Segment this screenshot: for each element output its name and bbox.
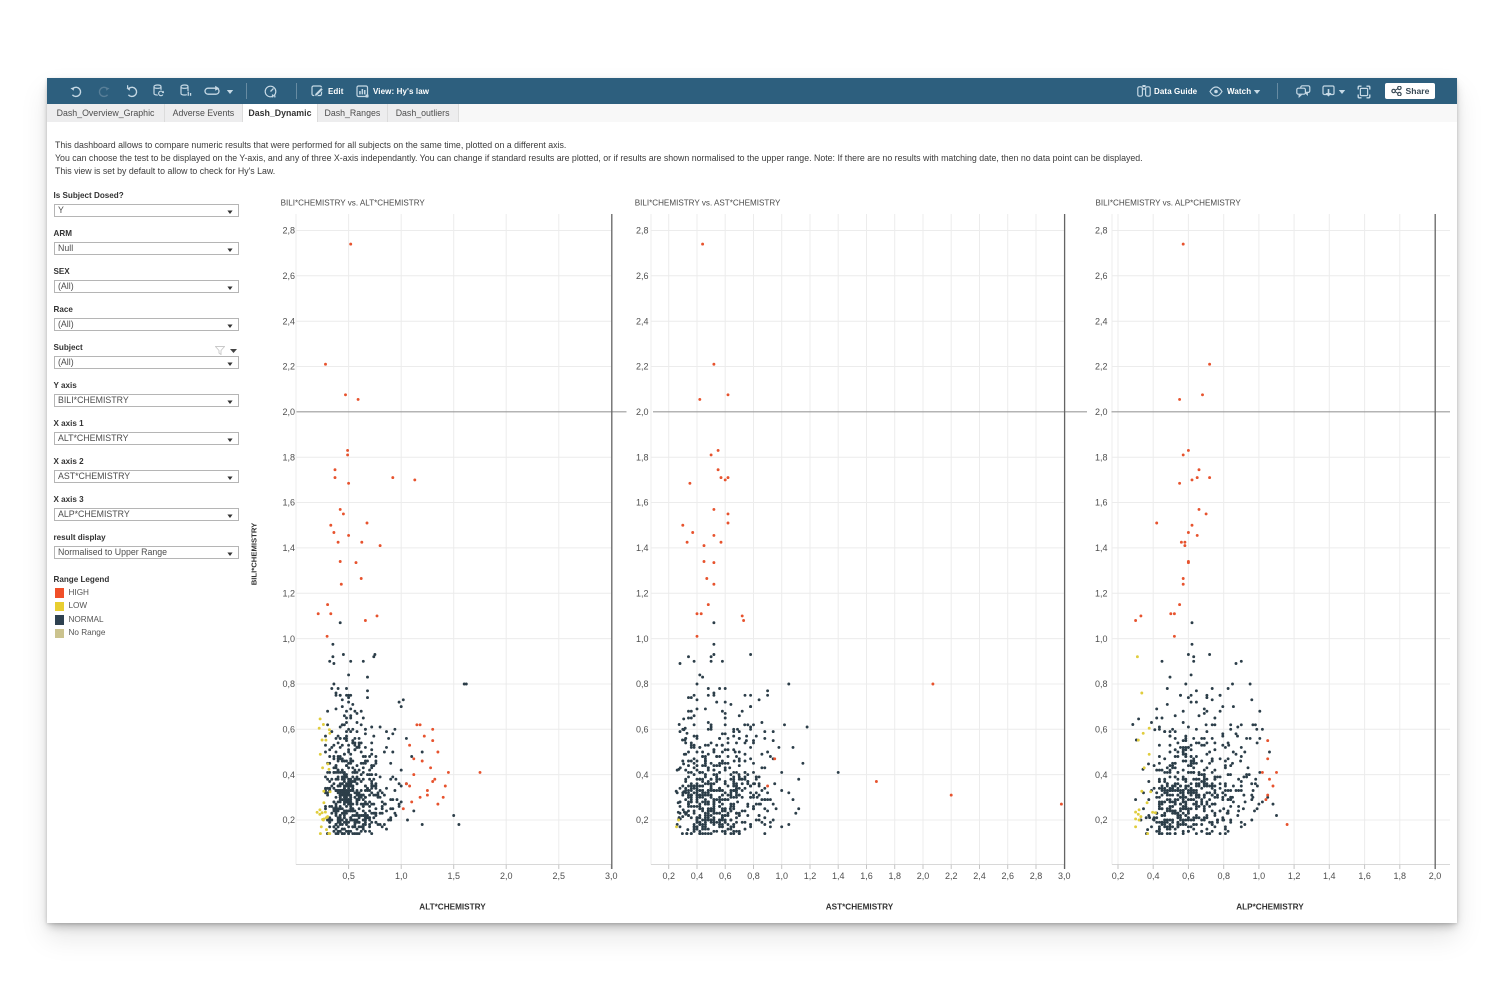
svg-text:0,4: 0,4 xyxy=(1095,770,1108,780)
svg-text:1,4: 1,4 xyxy=(1323,871,1336,881)
svg-text:1,2: 1,2 xyxy=(1095,589,1108,599)
svg-text:1,8: 1,8 xyxy=(888,871,901,881)
svg-text:0,4: 0,4 xyxy=(282,770,295,780)
svg-text:2,8: 2,8 xyxy=(636,226,649,236)
svg-text:0,4: 0,4 xyxy=(636,770,649,780)
svg-text:0,2: 0,2 xyxy=(636,815,649,825)
svg-text:0,6: 0,6 xyxy=(1182,871,1195,881)
svg-text:0,8: 0,8 xyxy=(747,871,760,881)
svg-text:2,6: 2,6 xyxy=(282,271,295,281)
svg-text:2,0: 2,0 xyxy=(282,407,295,417)
svg-text:1,0: 1,0 xyxy=(1253,871,1266,881)
svg-text:1,6: 1,6 xyxy=(1095,498,1108,508)
svg-text:0,6: 0,6 xyxy=(719,871,732,881)
svg-text:2,5: 2,5 xyxy=(553,871,566,881)
svg-text:1,2: 1,2 xyxy=(1288,871,1301,881)
svg-text:3,0: 3,0 xyxy=(605,871,618,881)
svg-text:ALT*CHEMISTRY: ALT*CHEMISTRY xyxy=(419,903,486,912)
svg-text:1,8: 1,8 xyxy=(636,452,649,462)
svg-text:0,8: 0,8 xyxy=(1095,679,1108,689)
svg-text:AST*CHEMISTRY: AST*CHEMISTRY xyxy=(826,903,894,912)
svg-text:1,0: 1,0 xyxy=(775,871,788,881)
svg-text:1,2: 1,2 xyxy=(636,589,649,599)
svg-text:1,2: 1,2 xyxy=(804,871,817,881)
svg-text:1,0: 1,0 xyxy=(395,871,408,881)
svg-text:1,4: 1,4 xyxy=(636,543,649,553)
svg-text:2,4: 2,4 xyxy=(973,871,986,881)
svg-text:0,4: 0,4 xyxy=(1147,871,1160,881)
svg-text:2,2: 2,2 xyxy=(1095,362,1108,372)
svg-text:1,6: 1,6 xyxy=(636,498,649,508)
svg-text:0,8: 0,8 xyxy=(636,679,649,689)
svg-text:BILI*CHEMISTRY vs. ALT*CHEMIST: BILI*CHEMISTRY vs. ALT*CHEMISTRY xyxy=(281,199,426,208)
svg-text:1,2: 1,2 xyxy=(282,589,295,599)
svg-text:2,8: 2,8 xyxy=(282,226,295,236)
svg-text:BILI*CHEMISTRY vs. ALP*CHEMIST: BILI*CHEMISTRY vs. ALP*CHEMISTRY xyxy=(1096,199,1242,208)
svg-text:2,2: 2,2 xyxy=(945,871,958,881)
svg-text:2,6: 2,6 xyxy=(1001,871,1014,881)
svg-text:1,4: 1,4 xyxy=(282,543,295,553)
svg-text:0,8: 0,8 xyxy=(282,679,295,689)
svg-text:0,2: 0,2 xyxy=(662,871,675,881)
svg-text:2,0: 2,0 xyxy=(636,407,649,417)
svg-text:0,6: 0,6 xyxy=(1095,725,1108,735)
svg-text:1,6: 1,6 xyxy=(860,871,873,881)
svg-text:1,4: 1,4 xyxy=(832,871,845,881)
svg-text:0,6: 0,6 xyxy=(636,725,649,735)
svg-text:2,0: 2,0 xyxy=(500,871,513,881)
svg-text:2,8: 2,8 xyxy=(1095,226,1108,236)
svg-text:0,2: 0,2 xyxy=(1095,815,1108,825)
svg-text:2,0: 2,0 xyxy=(1429,871,1442,881)
svg-text:2,4: 2,4 xyxy=(1095,316,1108,326)
svg-text:0,2: 0,2 xyxy=(1112,871,1125,881)
svg-text:2,8: 2,8 xyxy=(1030,871,1043,881)
svg-text:1,0: 1,0 xyxy=(282,634,295,644)
svg-text:2,0: 2,0 xyxy=(917,871,930,881)
svg-text:2,6: 2,6 xyxy=(1095,271,1108,281)
svg-text:1,6: 1,6 xyxy=(282,498,295,508)
svg-text:BILI*CHEMISTRY: BILI*CHEMISTRY xyxy=(250,523,259,586)
svg-text:BILI*CHEMISTRY vs. AST*CHEMIST: BILI*CHEMISTRY vs. AST*CHEMISTRY xyxy=(635,199,781,208)
svg-text:1,0: 1,0 xyxy=(1095,634,1108,644)
svg-text:2,6: 2,6 xyxy=(636,271,649,281)
svg-text:1,8: 1,8 xyxy=(1095,452,1108,462)
svg-text:2,4: 2,4 xyxy=(636,316,649,326)
svg-text:3,0: 3,0 xyxy=(1058,871,1071,881)
svg-text:ALP*CHEMISTRY: ALP*CHEMISTRY xyxy=(1236,903,1304,912)
svg-text:0,6: 0,6 xyxy=(282,725,295,735)
svg-text:2,2: 2,2 xyxy=(282,362,295,372)
svg-text:1,6: 1,6 xyxy=(1358,871,1371,881)
svg-text:2,0: 2,0 xyxy=(1095,407,1108,417)
svg-text:2,4: 2,4 xyxy=(282,316,295,326)
svg-text:1,0: 1,0 xyxy=(636,634,649,644)
svg-text:0,5: 0,5 xyxy=(342,871,355,881)
svg-text:1,8: 1,8 xyxy=(282,452,295,462)
svg-text:1,8: 1,8 xyxy=(1394,871,1407,881)
svg-text:0,8: 0,8 xyxy=(1217,871,1230,881)
svg-text:0,2: 0,2 xyxy=(282,815,295,825)
svg-text:0,4: 0,4 xyxy=(691,871,704,881)
svg-text:1,4: 1,4 xyxy=(1095,543,1108,553)
svg-text:1,5: 1,5 xyxy=(447,871,460,881)
svg-text:2,2: 2,2 xyxy=(636,362,649,372)
